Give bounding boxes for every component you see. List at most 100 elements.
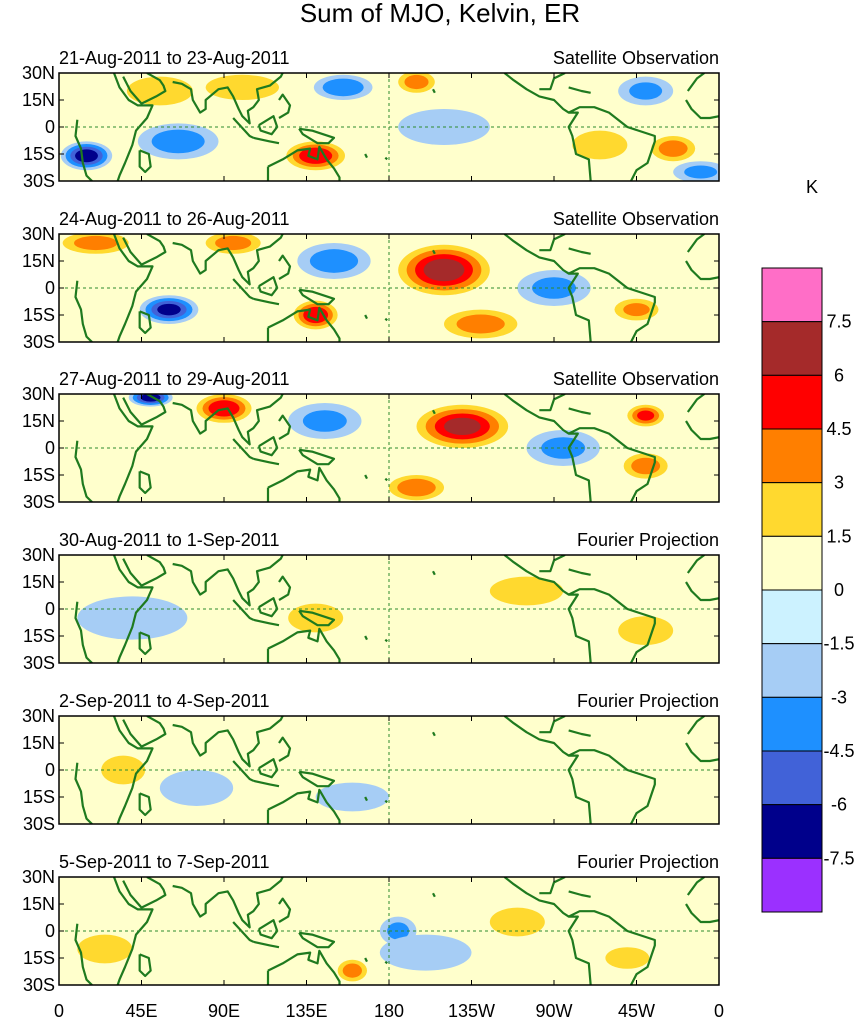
coastline (74, 280, 93, 342)
colorbar-swatch (761, 857, 823, 913)
coastline (278, 254, 292, 280)
coastline (432, 409, 436, 415)
coastline (685, 903, 719, 924)
coastline (539, 716, 566, 734)
coastline (432, 731, 436, 737)
coastline (568, 588, 656, 663)
y-tick-label: 0 (45, 921, 55, 941)
anomaly-contour (151, 129, 205, 154)
colorbar-swatch (761, 482, 823, 537)
panel-source-label: Fourier Projection (577, 852, 719, 872)
coastline (364, 314, 368, 320)
coastline (172, 716, 284, 768)
y-tick-label: 15N (22, 572, 55, 592)
y-tick-label: 15N (22, 411, 55, 431)
y-tick-label: 15S (23, 626, 55, 646)
anomaly-contour (322, 78, 364, 97)
panel-date-range: 24-Aug-2011 to 26-Aug-2011 (59, 209, 290, 229)
anomaly-contour (159, 770, 234, 806)
map-panel: 30N 15N 0 15S 30S 30-Aug-2011 to 1-Sep-2011 Fo… (22, 530, 720, 673)
coastline (384, 638, 388, 643)
panel-date-range: 27-Aug-2011 to 29-Aug-2011 (59, 369, 290, 389)
coastline (172, 394, 284, 446)
anomaly-contour (75, 149, 98, 163)
panel-date-range: 5-Sep-2011 to 7-Sep-2011 (59, 852, 269, 872)
x-tick-label: 135E (285, 1001, 327, 1021)
x-tick-label: 0 (714, 1001, 724, 1021)
y-tick-label: 15N (22, 90, 55, 110)
map-panel: 30N 15N 0 15S 30S 24-Aug-2011 to 26-Aug-2011 S… (22, 209, 720, 352)
coastline (112, 555, 154, 663)
coastline (267, 466, 341, 502)
anomaly-contour (77, 934, 133, 964)
coastline (112, 234, 154, 342)
x-tick-label: 135W (448, 1001, 495, 1021)
coastline (686, 716, 705, 735)
anomaly-contour (288, 603, 344, 633)
panel-source-label: Fourier Projection (577, 530, 719, 550)
colorbar-swatch (761, 374, 823, 430)
map-panel: 30N 15N 0 15S 30S 5-Sep-2011 to 7-Sep-2011 Fou… (22, 852, 720, 995)
anomaly-contour (444, 417, 481, 436)
coastline (122, 555, 167, 587)
coastline (568, 910, 656, 985)
colorbar-swatch (761, 750, 823, 806)
coastline (364, 796, 368, 802)
y-tick-label: 15N (22, 733, 55, 753)
y-tick-label: 30N (22, 867, 55, 887)
y-tick-label: 30N (22, 63, 55, 83)
y-tick-label: 15S (23, 144, 55, 164)
coastline (257, 758, 279, 779)
anomaly-contour (489, 907, 545, 937)
coastline (685, 260, 719, 281)
coastline (267, 145, 341, 181)
x-tick-label: 0 (54, 1001, 64, 1021)
coastline (74, 119, 93, 181)
anomaly-contour (397, 478, 436, 497)
coastline (257, 436, 279, 457)
coastline (539, 555, 566, 573)
coastline (253, 136, 280, 145)
y-tick-label: 30S (23, 975, 55, 995)
coastline (685, 420, 719, 441)
anomaly-contour (299, 147, 333, 164)
colorbar-level-label: -1.5 (823, 634, 854, 654)
coastline (364, 474, 368, 480)
chart-title: Sum of MJO, Kelvin, ER (300, 0, 580, 28)
coastline (138, 953, 152, 978)
coastline (298, 288, 336, 306)
map-panel: 30N 15N 0 15S 30S 21-Aug-2011 to 23-Aug-2011 S… (22, 48, 720, 191)
coastline (568, 890, 591, 898)
y-tick-label: 30N (22, 224, 55, 244)
coastline (568, 729, 591, 737)
panel-source-label: Satellite Observation (553, 48, 719, 68)
coastline (539, 394, 566, 412)
colorbar-level-label: 4.5 (826, 419, 851, 439)
anomaly-contour (342, 963, 362, 978)
coastline (74, 762, 93, 824)
coastline (568, 407, 591, 415)
coastline (74, 601, 93, 663)
anomaly-contour (572, 130, 628, 160)
coastline (568, 427, 656, 502)
anomaly-contour (205, 74, 279, 100)
coastline (138, 631, 152, 656)
y-tick-label: 30S (23, 492, 55, 512)
colorbar-level-label: 3 (834, 473, 844, 493)
coastline (686, 234, 705, 253)
coastline (267, 627, 341, 663)
panel-source-label: Fourier Projection (577, 691, 719, 711)
coastline (232, 438, 254, 460)
colorbar: 7.5 6 4.5 3 1.5 0 -1.5 -3 -4.5 -6 -7.5 (761, 267, 855, 913)
y-tick-label: 30S (23, 814, 55, 834)
coastline (686, 877, 705, 896)
coastline (298, 931, 336, 949)
panel-date-range: 21-Aug-2011 to 23-Aug-2011 (59, 48, 290, 68)
coastline (298, 448, 336, 466)
colorbar-level-label: -3 (831, 687, 847, 707)
coastline (568, 267, 656, 342)
coastline (257, 919, 279, 940)
colorbar-level-label: -4.5 (823, 741, 854, 761)
coastline (253, 618, 280, 627)
